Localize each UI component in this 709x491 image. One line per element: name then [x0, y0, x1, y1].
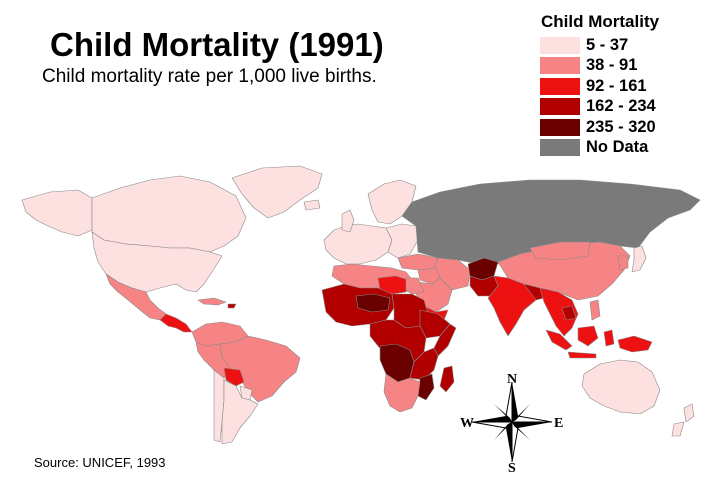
- legend-label: 92 - 161: [586, 76, 647, 95]
- legend-swatch: [540, 57, 580, 75]
- region-indonesia-east: [603, 329, 615, 347]
- region-japan: [631, 245, 647, 273]
- legend-swatch: [540, 77, 580, 95]
- region-haiti: [227, 303, 237, 309]
- legend-label: 162 - 234: [586, 97, 656, 116]
- legend-item-38-91: 38 - 91: [540, 56, 705, 77]
- region-new-zealand: [683, 403, 695, 423]
- region-mali-niger: [355, 293, 391, 313]
- compass-south: S: [508, 461, 516, 475]
- legend-title: Child Mortality: [541, 12, 660, 31]
- legend-item-5-37: 5 - 37: [540, 35, 705, 56]
- region-new-zealand-south: [671, 421, 685, 437]
- legend-label: No Data: [586, 138, 649, 157]
- legend: Child Mortality 5 - 37 38 - 91 92 - 161 …: [540, 12, 705, 158]
- region-alaska: [21, 189, 93, 237]
- region-cambodia: [561, 305, 577, 321]
- legend-item-92-161: 92 - 161: [540, 76, 705, 97]
- compass-north: N: [507, 372, 517, 387]
- region-eastern-europe: [385, 223, 419, 259]
- legend-item-235-320: 235 - 320: [540, 117, 705, 138]
- region-east-africa: [409, 347, 439, 381]
- region-canada: [91, 175, 247, 253]
- region-southern-africa: [383, 373, 421, 413]
- legend-swatch: [540, 98, 580, 116]
- region-indonesia-java: [567, 351, 597, 359]
- world-map: [21, 165, 701, 445]
- region-mongolia: [529, 241, 591, 261]
- map-subtitle: Child mortality rate per 1,000 live birt…: [42, 66, 377, 87]
- region-mozambique: [417, 373, 435, 401]
- region-australia: [581, 359, 661, 415]
- region-iceland: [303, 199, 321, 211]
- compass-east: E: [554, 416, 563, 431]
- region-egypt: [405, 277, 425, 295]
- region-new-guinea: [617, 335, 653, 353]
- region-madagascar: [439, 365, 455, 393]
- region-indonesia-sumatra: [545, 329, 573, 351]
- legend-swatch: [540, 139, 580, 157]
- region-uk: [341, 209, 355, 233]
- region-indonesia-borneo: [577, 325, 599, 347]
- region-greenland: [231, 165, 323, 219]
- region-korea: [617, 255, 629, 271]
- compass-rose: N S E W: [460, 372, 563, 475]
- compass-west: W: [460, 416, 474, 431]
- region-congo: [379, 343, 415, 383]
- region-argentina: [221, 379, 259, 445]
- legend-label: 235 - 320: [586, 117, 656, 136]
- region-central-america: [159, 313, 193, 333]
- legend-label: 5 - 37: [586, 35, 629, 54]
- map-title: Child Mortality (1991): [50, 26, 384, 63]
- region-philippines: [589, 299, 601, 321]
- legend-item-162-234: 162 - 234: [540, 97, 705, 118]
- legend-item-no-data: No Data: [540, 138, 705, 159]
- legend-label: 38 - 91: [586, 56, 638, 75]
- region-europe-west: [323, 223, 393, 265]
- legend-swatch: [540, 36, 580, 54]
- legend-swatch: [540, 118, 580, 136]
- source-note: Source: UNICEF, 1993: [34, 455, 166, 470]
- region-bolivia: [223, 367, 245, 387]
- region-southeast-asia: [539, 287, 579, 337]
- region-caribbean: [197, 297, 227, 306]
